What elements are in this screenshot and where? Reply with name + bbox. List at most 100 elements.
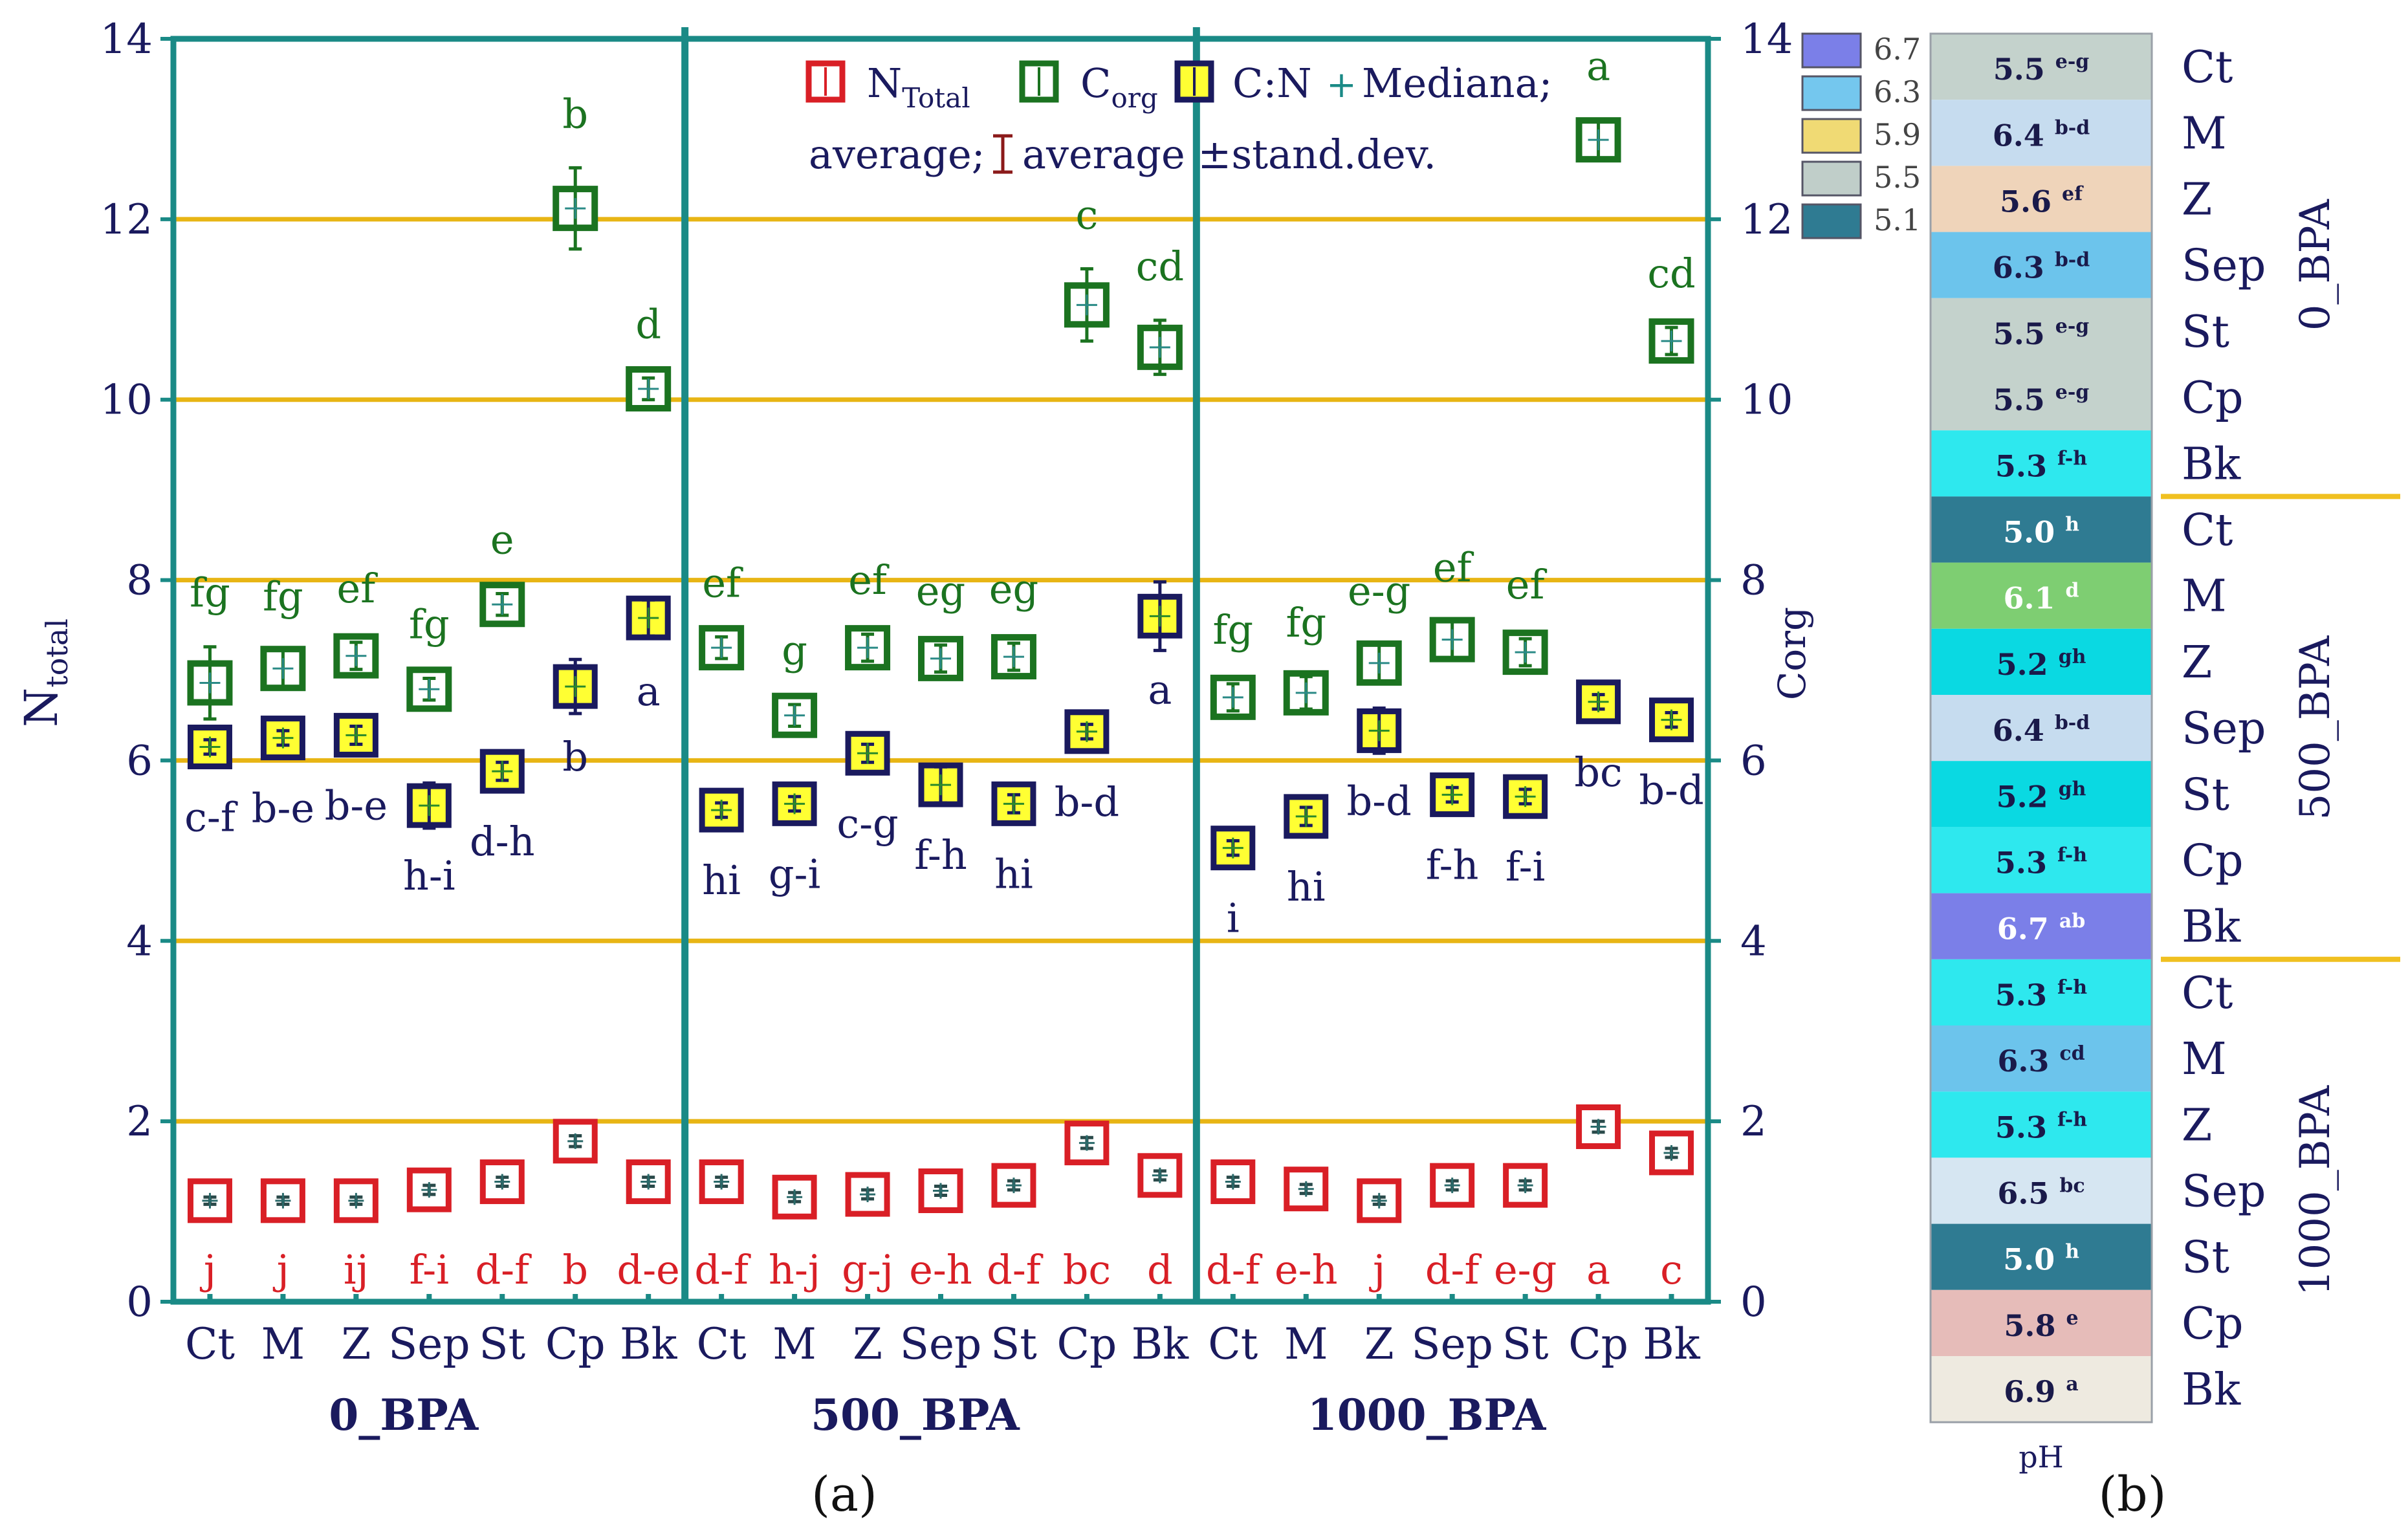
cn-letter: a [637, 668, 661, 715]
x-tick-label: M [261, 1319, 305, 1369]
ph-legend-label: 5.1 [1874, 203, 1921, 237]
ph-value: 5.0 [2003, 1242, 2065, 1277]
corg-letter: e-g [1348, 567, 1410, 615]
cn-point [1284, 794, 1329, 839]
x-tick-label: Ct [1208, 1319, 1258, 1369]
ph-row-label: Cp [2182, 1298, 2244, 1350]
x-tick-label: Cp [1568, 1319, 1628, 1369]
ntotal-letter: j [200, 1246, 216, 1293]
ntotal-letter: bc [1063, 1246, 1111, 1293]
ph-value: 6.9 [2004, 1374, 2066, 1409]
ph-cell-value: 5.3 f-h [1995, 976, 2087, 1013]
ph-legend-label: 6.3 [1874, 74, 1921, 109]
ph-value: 6.5 [1997, 1176, 2059, 1211]
ph-row-label: M [2182, 1034, 2227, 1085]
ph-legend-swatch [1801, 118, 1862, 154]
ph-value: 5.3 [1995, 846, 2057, 881]
corg-letter: fg [1286, 599, 1326, 646]
ph-cell-value: 5.2 gh [1997, 646, 2086, 682]
legend-ntotal-sub: Total [902, 82, 970, 114]
left-y-tick-label: 14 [100, 16, 153, 63]
cn-letter: hi [1287, 863, 1326, 910]
x-tick-label: Z [1364, 1319, 1394, 1369]
right-y-tick-label: 4 [1740, 917, 1767, 965]
ph-value: 5.3 [1995, 1110, 2057, 1145]
x-tick-label: Cp [545, 1319, 606, 1369]
cn-letter: b-e [325, 782, 388, 829]
ph-cell-value: 5.5 e-g [1993, 50, 2090, 87]
ph-row-label: Z [2182, 1100, 2212, 1151]
ntotal-point [1210, 1159, 1256, 1205]
corg-point [772, 692, 818, 738]
x-tick-label: Sep [1411, 1319, 1493, 1369]
cn-letter: b-e [252, 785, 314, 832]
ph-letters: h [2065, 1241, 2079, 1264]
ph-letters: e-g [2055, 315, 2090, 338]
cn-letter: h-i [403, 852, 455, 899]
ph-legend-label: 5.9 [1874, 117, 1921, 152]
x-tick-label: Cp [1057, 1319, 1117, 1369]
panel-b-caption: (b) [2098, 1467, 2166, 1522]
ph-letters: b-d [2055, 712, 2090, 734]
corg-letter: g [782, 627, 807, 674]
ph-value: 6.3 [1997, 1044, 2059, 1079]
ph-row-label: St [2182, 307, 2229, 358]
ntotal-letter: g-j [842, 1246, 893, 1293]
ph-row-label: Sep [2182, 241, 2266, 292]
ph-cell-value: 6.5 bc [1997, 1175, 2085, 1211]
ph-value: 5.2 [1997, 647, 2059, 682]
right-y-tick-label: 8 [1740, 557, 1767, 605]
ph-value: 5.0 [2003, 515, 2065, 550]
left-y-tick-label: 2 [126, 1098, 153, 1146]
ntotal-letter: d-f [694, 1246, 751, 1293]
ph-letters: ab [2059, 910, 2085, 933]
ph-letters: h [2065, 514, 2079, 536]
ph-letters: cd [2059, 1042, 2085, 1065]
cn-letter: b [562, 733, 588, 780]
x-tick-label: St [991, 1319, 1037, 1369]
ph-legend-swatch [1801, 203, 1862, 239]
cn-point [1576, 679, 1621, 725]
right-y-tick-label: 6 [1740, 737, 1767, 785]
legend-ntotal-main: N [867, 60, 902, 107]
ph-letters: gh [2059, 778, 2086, 800]
ph-cell [1931, 298, 2152, 364]
corg-letter: a [1586, 42, 1610, 89]
corg-letter: ef [702, 559, 743, 606]
ph-cell-value: 6.4 b-d [1993, 712, 2090, 748]
ph-cell [1931, 959, 2152, 1025]
ntotal-letter: e-g [1494, 1246, 1557, 1293]
ph-value: 5.3 [1995, 978, 2057, 1013]
ntotal-letter: a [1586, 1246, 1610, 1293]
ph-value: 5.2 [1997, 779, 2059, 814]
ph-cell-value: 6.9 a [2004, 1373, 2079, 1409]
left-y-tick-label: 0 [126, 1278, 153, 1326]
left-y-tick-label: 10 [100, 377, 153, 424]
legend-median-label: Mediana; [1362, 60, 1552, 107]
legend-sd-label: average ±stand.dev. [1022, 131, 1436, 178]
x-tick-label: Z [853, 1319, 882, 1369]
x-tick-label: M [1284, 1319, 1328, 1369]
ph-row-label: St [2182, 769, 2229, 820]
ph-letters: f-h [2057, 447, 2087, 470]
ph-row-label: St [2182, 1233, 2229, 1284]
ntotal-point [772, 1174, 817, 1220]
x-tick-label: Sep [900, 1319, 982, 1369]
ph-value: 6.4 [1993, 118, 2055, 153]
ph-cell [1931, 1356, 2152, 1423]
x-tick-label: Bk [1132, 1319, 1190, 1369]
ph-cell-value: 6.3 b-d [1993, 249, 2090, 285]
ph-cell [1931, 1157, 2152, 1224]
ph-value: 5.5 [1993, 382, 2055, 417]
ph-row-label: Sep [2182, 703, 2266, 754]
ph-letters: d [2066, 580, 2079, 602]
panel-b-ph-heatmap: 6.7 6.3 5.9 5.5 5.1 5.5 e-g Ct 6.4 b-d M 5.6 ef Z 6… [1801, 32, 2400, 1522]
ph-cell-value: 5.3 f-h [1995, 1108, 2087, 1145]
corg-letter: e [490, 516, 514, 563]
ntotal-point [1284, 1167, 1329, 1212]
cn-letter: f-i [1505, 843, 1546, 890]
ph-cell [1931, 893, 2152, 959]
ph-group-label: 500_BPA [2292, 635, 2339, 820]
ph-cell-value: 6.3 cd [1997, 1042, 2085, 1079]
